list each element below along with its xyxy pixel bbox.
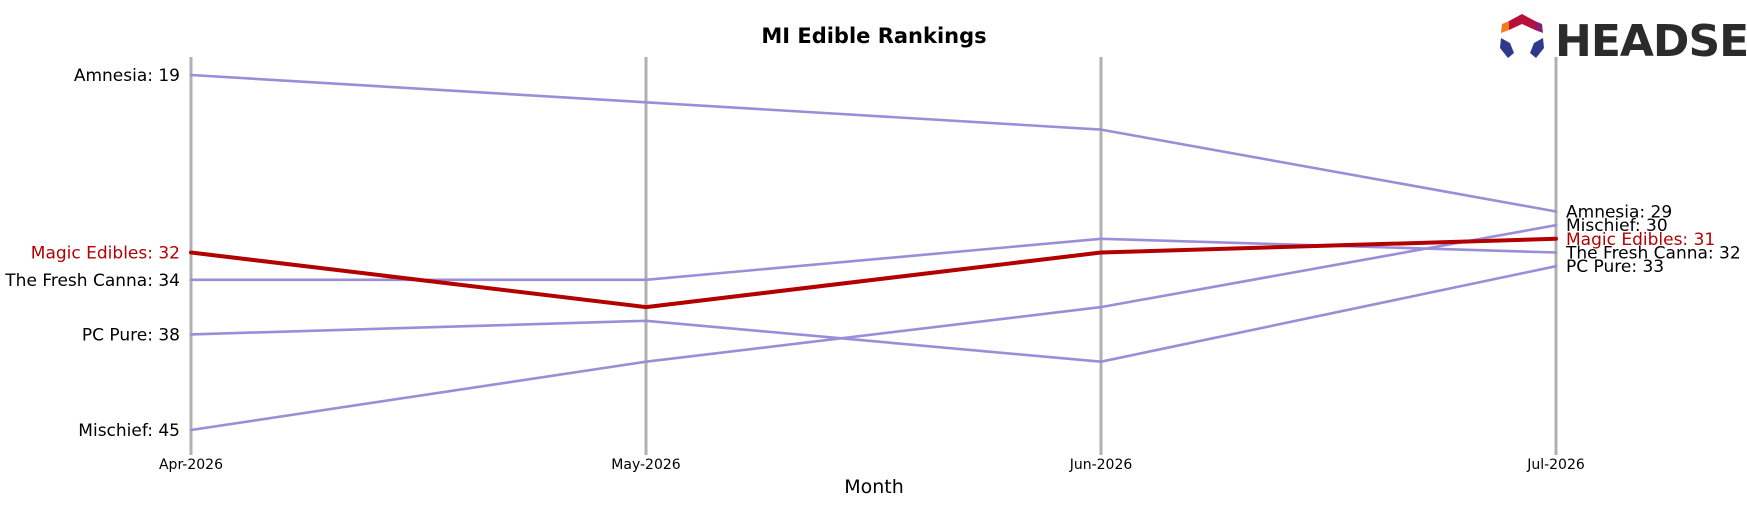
headset-logo-text: HEADSET	[1555, 16, 1747, 67]
right-label-2: Magic Edibles: 31	[1566, 230, 1715, 250]
month-gridlines	[189, 57, 1558, 455]
series-line-magic-edibles	[189, 236, 1558, 310]
series-line-amnesia	[189, 73, 1558, 213]
x-axis-title: Month	[844, 476, 904, 498]
x-tick-2: Jun-2026	[1069, 457, 1133, 473]
headset-logo-icon	[1500, 14, 1544, 58]
right-label-1: Mischief: 30	[1566, 216, 1668, 236]
right-label-3: The Fresh Canna: 32	[1565, 244, 1741, 264]
series-line-mischief	[189, 223, 1558, 432]
x-tick-1: May-2026	[611, 457, 680, 473]
left-label-3: PC Pure: 38	[82, 325, 180, 345]
series-line-pc-pure	[189, 264, 1558, 364]
left-label-0: Amnesia: 19	[74, 66, 180, 86]
left-label-4: Mischief: 45	[78, 421, 180, 441]
headset-logo: HEADSET	[1500, 14, 1747, 67]
series-lines	[189, 73, 1558, 432]
x-tick-3: Jul-2026	[1526, 457, 1585, 473]
chart-title: MI Edible Rankings	[761, 24, 986, 48]
right-label-4: PC Pure: 33	[1566, 257, 1664, 277]
x-tick-0: Apr-2026	[159, 457, 223, 473]
left-rank-labels: Amnesia: 19 Magic Edibles: 32 The Fresh Ca…	[4, 66, 180, 441]
right-label-0: Amnesia: 29	[1566, 203, 1672, 223]
x-tick-labels: Apr-2026 May-2026 Jun-2026 Jul-2026	[159, 457, 1585, 473]
left-label-1: Magic Edibles: 32	[31, 244, 180, 264]
left-label-2: The Fresh Canna: 34	[4, 271, 180, 291]
